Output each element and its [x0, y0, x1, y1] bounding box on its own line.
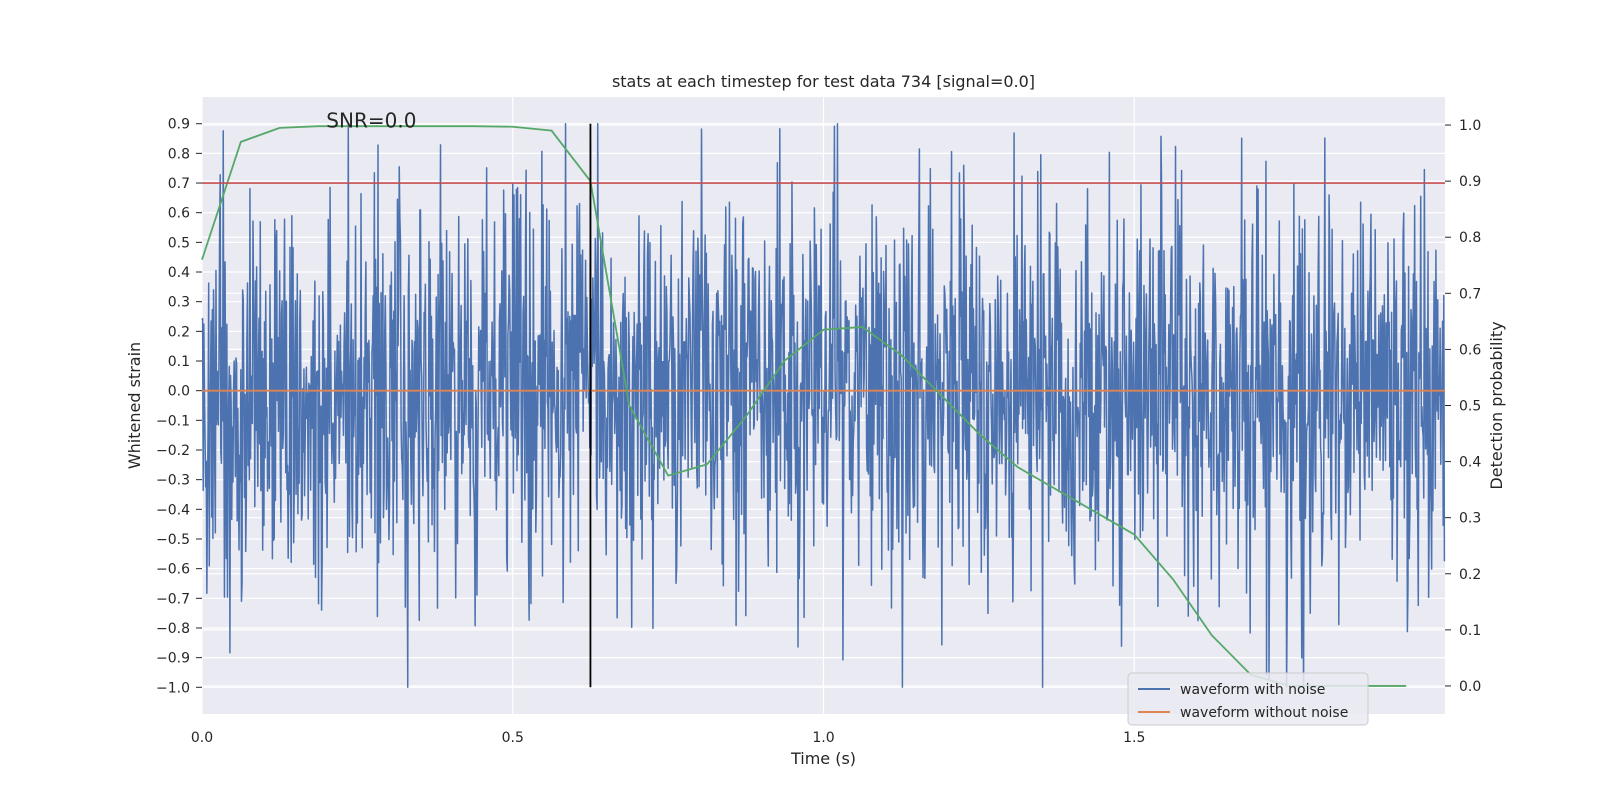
noise-waveform-layer — [201, 122, 1446, 689]
y2-tick-label-5: 0.5 — [1459, 399, 1481, 415]
chart-title: stats at each timestep for test data 734… — [612, 72, 1035, 91]
y-tick-label-10: −0.1 — [156, 413, 190, 429]
y-tick-label-17: −0.8 — [156, 621, 190, 637]
noise-waveform-line — [201, 122, 1446, 689]
y-tick-label-14: −0.5 — [156, 532, 190, 548]
y-axis-title: Whitened strain — [125, 342, 144, 469]
y-tick-label-6: 0.3 — [168, 295, 190, 311]
y-tick-label-13: −0.4 — [156, 502, 190, 518]
legend-label-1: waveform without noise — [1180, 705, 1348, 721]
y-tick-label-2: 0.7 — [168, 176, 190, 192]
y-tick-label-15: −0.6 — [156, 562, 190, 578]
y-tick-label-4: 0.5 — [168, 235, 190, 251]
x-axis-title: Time (s) — [790, 749, 856, 768]
y2-tick-label-1: 0.9 — [1459, 174, 1481, 190]
y2-tick-label-7: 0.3 — [1459, 511, 1481, 527]
y-tick-label-5: 0.4 — [168, 265, 190, 281]
x-tick-label-2: 1.0 — [812, 730, 834, 746]
x-tick-label-0: 0.0 — [191, 730, 213, 746]
y-tick-label-18: −0.9 — [156, 651, 190, 667]
axes: 0.0 0.5 1.0 1.5 0.9 0.8 0.7 0.6 0.5 0.4 0.3 0.2 0.1 0… — [156, 117, 1481, 746]
y2-tick-label-10: 0.0 — [1459, 679, 1481, 695]
series-layer — [201, 123, 1445, 688]
y2-tick-label-8: 0.2 — [1459, 567, 1481, 583]
y2-tick-label-4: 0.6 — [1459, 342, 1481, 358]
series-line-1 — [201, 125, 1407, 687]
y2-tick-label-2: 0.8 — [1459, 230, 1481, 246]
y-tick-label-9: 0.0 — [168, 384, 190, 400]
y-tick-label-0: 0.9 — [168, 117, 190, 133]
y2-axis-title: Detection probability — [1487, 321, 1506, 489]
y2-tick-label-9: 0.1 — [1459, 623, 1481, 639]
snr-annotation: SNR=0.0 — [326, 109, 416, 133]
x-tick-label-3: 1.5 — [1123, 730, 1145, 746]
y2-tick-label-6: 0.4 — [1459, 455, 1481, 471]
y-tick-label-8: 0.1 — [168, 354, 190, 370]
y-tick-label-1: 0.8 — [168, 146, 190, 162]
x-tick-label-1: 0.5 — [502, 730, 524, 746]
y-tick-label-3: 0.6 — [168, 206, 190, 222]
legend-box — [1127, 672, 1369, 726]
y-tick-label-11: −0.2 — [156, 443, 190, 459]
y-tick-label-7: 0.2 — [168, 324, 190, 340]
legend-label-0: waveform with noise — [1180, 682, 1325, 698]
y2-tick-label-0: 1.0 — [1459, 118, 1481, 134]
y2-tick-label-3: 0.7 — [1459, 286, 1481, 302]
y-tick-label-19: −1.0 — [156, 680, 190, 696]
y-tick-label-12: −0.3 — [156, 473, 190, 489]
y-tick-label-16: −0.7 — [156, 591, 190, 607]
legend: waveform with noise waveform without nois… — [1127, 672, 1369, 726]
